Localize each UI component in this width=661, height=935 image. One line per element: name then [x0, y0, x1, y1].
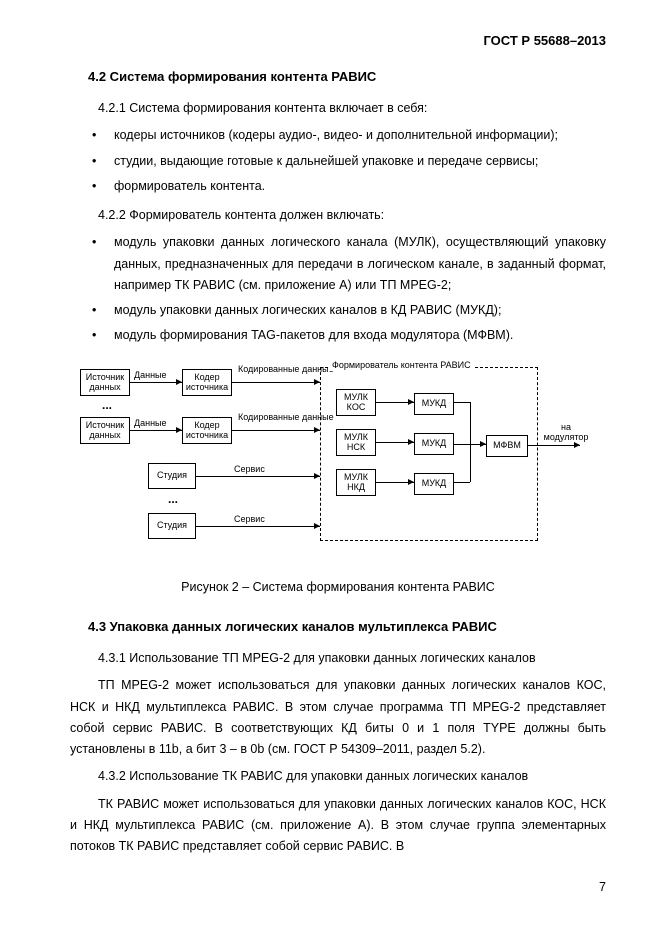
list-4-2-2: модуль упаковки данных логического канал… — [70, 232, 606, 346]
label-to-modulator: на модулятор — [542, 423, 590, 443]
list-item: формирователь контента. — [70, 176, 606, 197]
box-coder-2: Кодер источника — [182, 417, 232, 445]
box-mulk-nkd: МУЛК НКД — [336, 469, 376, 497]
box-mfvm: МФВМ — [486, 435, 528, 457]
para-4-2-1: 4.2.1 Система формирования контента вклю… — [70, 98, 606, 119]
box-studio-1: Студия — [148, 463, 196, 489]
para-4-3-1-title: 4.3.1 Использование ТП MPEG-2 для упаков… — [70, 648, 606, 669]
box-mulk-kos: МУЛК КОС — [336, 389, 376, 417]
label-data: Данные — [134, 419, 167, 429]
box-source-2: Источник данных — [80, 417, 130, 445]
box-coder-1: Кодер источника — [182, 369, 232, 397]
list-item: модуль упаковки данных логических канало… — [70, 300, 606, 321]
dots-icon: ... — [168, 493, 178, 506]
heading-4-2: 4.2 Система формирования контента РАВИС — [88, 66, 606, 88]
document-id: ГОСТ Р 55688–2013 — [70, 30, 606, 52]
list-item: модуль формирования TAG-пакетов для вход… — [70, 325, 606, 346]
label-data: Данные — [134, 371, 167, 381]
box-studio-2: Студия — [148, 513, 196, 539]
list-item: кодеры источников (кодеры аудио-, видео-… — [70, 125, 606, 146]
frame-title: Формирователь контента РАВИС — [329, 361, 474, 371]
heading-4-3: 4.3 Упаковка данных логических каналов м… — [88, 616, 606, 638]
para-4-3-2-body: ТК РАВИС может использоваться для упаков… — [70, 794, 606, 858]
para-4-2-2: 4.2.2 Формирователь контента должен вклю… — [70, 205, 606, 226]
box-mulk-nsk: МУЛК НСК — [336, 429, 376, 457]
label-service: Сервис — [234, 515, 265, 525]
box-mukd-2: МУКД — [414, 433, 454, 455]
figure-2-diagram: Источник данных Кодер источника ... Исто… — [70, 363, 590, 563]
label-service: Сервис — [234, 465, 265, 475]
page: ГОСТ Р 55688–2013 4.2 Система формирован… — [0, 0, 661, 919]
list-4-2-1: кодеры источников (кодеры аудио-, видео-… — [70, 125, 606, 197]
list-item: модуль упаковки данных логического канал… — [70, 232, 606, 296]
box-mukd-1: МУКД — [414, 393, 454, 415]
para-4-3-2-title: 4.3.2 Использование ТК РАВИС для упаковк… — [70, 766, 606, 787]
list-item: студии, выдающие готовые к дальнейшей уп… — [70, 151, 606, 172]
dots-icon: ... — [102, 399, 112, 412]
figure-2-caption: Рисунок 2 – Система формирования контент… — [70, 577, 606, 598]
box-mukd-3: МУКД — [414, 473, 454, 495]
box-source-1: Источник данных — [80, 369, 130, 397]
para-4-3-1-body: ТП MPEG-2 может использоваться для упако… — [70, 675, 606, 760]
page-number: 7 — [70, 877, 606, 898]
